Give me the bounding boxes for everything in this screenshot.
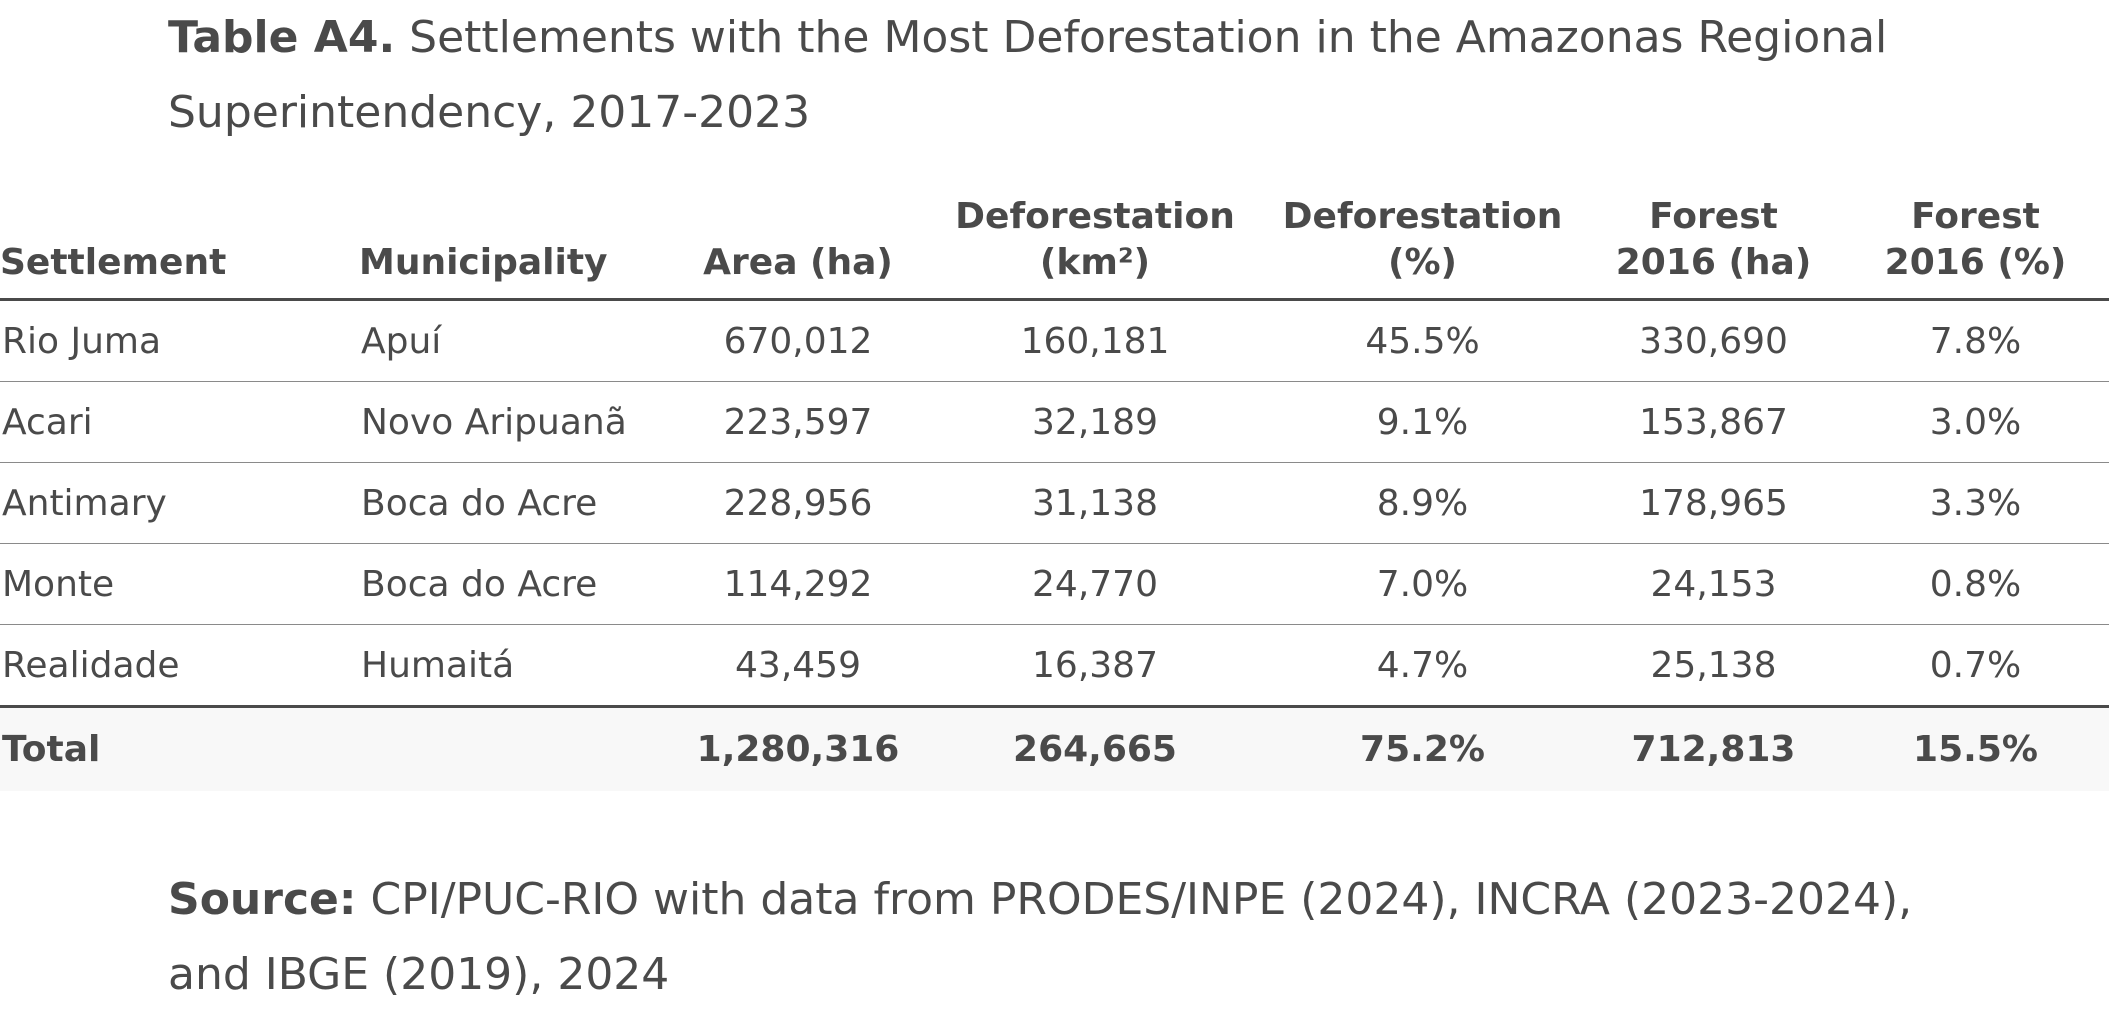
cell-deforestation-km2: 32,189: [930, 381, 1260, 463]
header-forest-2016-pct: Forest 2016 (%): [1842, 194, 2109, 301]
table-row: Monte Boca do Acre 114,292 24,770 7.0% 2…: [0, 543, 2109, 625]
header-deforestation-pct: Deforestation (%): [1260, 194, 1585, 301]
cell-deforestation-km2: 160,181: [930, 299, 1260, 382]
cell-forest-pct: 3.0%: [1842, 381, 2109, 463]
total-row: Total 1,280,316 264,665 75.2% 712,813 15…: [0, 705, 2109, 791]
cell-forest-pct: 0.8%: [1842, 543, 2109, 625]
table-row: Rio Juma Apuí 670,012 160,181 45.5% 330,…: [0, 299, 2109, 382]
cell-area: 228,956: [666, 462, 930, 544]
total-forest-pct: 15.5%: [1842, 705, 2109, 791]
cell-forest-ha: 178,965: [1585, 462, 1842, 544]
source-text: CPI/PUC-RIO with data from PRODES/INPE (…: [168, 874, 1913, 1000]
cell-area: 43,459: [735, 644, 861, 686]
total-forest-ha: 712,813: [1585, 705, 1842, 791]
cell-settlement: Acari: [0, 381, 359, 463]
cell-settlement: Realidade: [2, 644, 180, 686]
cell-deforestation-pct: 7.0%: [1260, 543, 1585, 625]
table-caption: Settlements with the Most Deforestation …: [168, 12, 1888, 138]
cell-settlement: Antimary: [0, 462, 359, 544]
cell-settlement: Rio Juma: [0, 299, 359, 382]
header-row: Settlement Municipality Area (ha) Defore…: [0, 194, 2109, 301]
cell-forest-pct: 3.3%: [1842, 462, 2109, 544]
cell-area: 670,012: [666, 299, 930, 382]
table-title: Table A4. Settlements with the Most Defo…: [168, 0, 1968, 150]
total-deforestation-pct: 75.2%: [1260, 705, 1585, 791]
cell-deforestation-pct: 4.7%: [1376, 644, 1469, 686]
total-label: Total: [0, 705, 359, 791]
cell-forest-ha: 24,153: [1585, 543, 1842, 625]
table-row: Acari Novo Aripuanã 223,597 32,189 9.1% …: [0, 381, 2109, 463]
cell-forest-pct: 7.8%: [1842, 299, 2109, 382]
cell-area: 114,292: [666, 543, 930, 625]
table-row: Realidade Humaitá 43,459 16,387 4.7% 25,…: [0, 625, 2109, 707]
cell-municipality: Novo Aripuanã: [359, 381, 666, 463]
cell-deforestation-pct: 45.5%: [1260, 299, 1585, 382]
cell-forest-ha: 330,690: [1585, 299, 1842, 382]
deforestation-table: Settlement Municipality Area (ha) Defore…: [0, 194, 2109, 791]
header-forest-2016-ha: Forest 2016 (ha): [1585, 194, 1842, 301]
cell-area: 223,597: [666, 381, 930, 463]
cell-forest-ha: 25,138: [1650, 644, 1777, 686]
cell-municipality: Boca do Acre: [359, 462, 666, 544]
header-area: Area (ha): [666, 194, 930, 301]
cell-deforestation-pct: 8.9%: [1260, 462, 1585, 544]
source-label: Source:: [168, 874, 357, 925]
cell-deforestation-km2: 31,138: [930, 462, 1260, 544]
table-row: Antimary Boca do Acre 228,956 31,138 8.9…: [0, 462, 2109, 544]
cell-municipality: Humaitá: [361, 644, 515, 686]
source-note: Source: CPI/PUC-RIO with data from PRODE…: [168, 862, 2008, 1012]
cell-deforestation-km2: 24,770: [930, 543, 1260, 625]
cell-municipality: Boca do Acre: [359, 543, 666, 625]
table-number: Table A4.: [168, 12, 396, 63]
header-settlement: Settlement: [0, 194, 359, 301]
cell-deforestation-pct: 9.1%: [1260, 381, 1585, 463]
cell-settlement: Monte: [0, 543, 359, 625]
cell-forest-pct: 0.7%: [1929, 644, 2022, 686]
total-area: 1,280,316: [666, 705, 930, 791]
cell-deforestation-km2: 16,387: [1032, 644, 1158, 686]
cell-forest-ha: 153,867: [1585, 381, 1842, 463]
cell-municipality: Apuí: [359, 299, 666, 382]
header-municipality: Municipality: [359, 194, 666, 301]
total-municipality: [359, 705, 666, 791]
total-deforestation-km2: 264,665: [930, 705, 1260, 791]
header-deforestation-km2: Deforestation (km²): [930, 194, 1260, 301]
